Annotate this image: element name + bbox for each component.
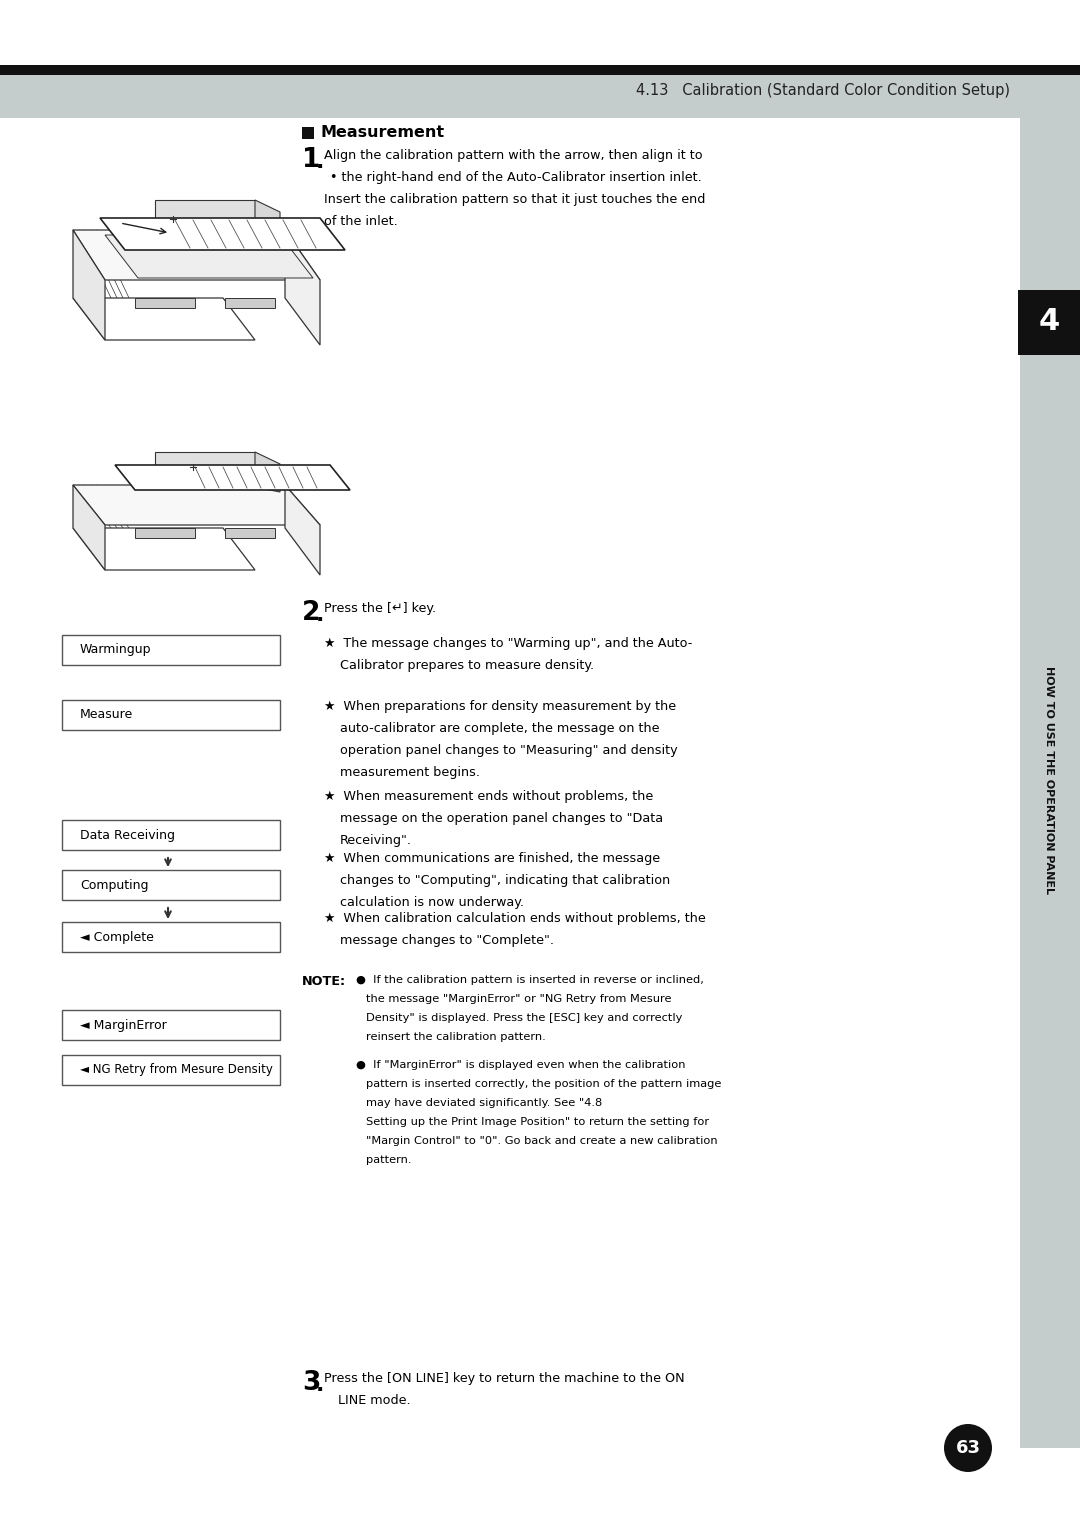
Polygon shape	[73, 484, 105, 570]
Text: .: .	[316, 605, 324, 625]
Text: Calibrator prepares to measure density.: Calibrator prepares to measure density.	[340, 659, 594, 672]
Text: ★  When preparations for density measurement by the: ★ When preparations for density measurem…	[324, 700, 676, 714]
Text: ◄ Complete: ◄ Complete	[80, 931, 153, 943]
Text: Press the [ON LINE] key to return the machine to the ON: Press the [ON LINE] key to return the ma…	[324, 1372, 685, 1384]
Polygon shape	[156, 200, 255, 235]
Text: ★  When calibration calculation ends without problems, the: ★ When calibration calculation ends with…	[324, 912, 705, 924]
Polygon shape	[285, 484, 320, 575]
Polygon shape	[73, 484, 320, 526]
Text: LINE mode.: LINE mode.	[338, 1394, 410, 1407]
Bar	[135, 529, 195, 538]
Text: ◄ NG Retry from Mesure Density: ◄ NG Retry from Mesure Density	[80, 1063, 273, 1077]
Polygon shape	[73, 529, 255, 570]
Bar	[62, 821, 280, 850]
Text: Data Receiving: Data Receiving	[80, 828, 175, 842]
Text: ●  If the calibration pattern is inserted in reverse or inclined,: ● If the calibration pattern is inserted…	[356, 975, 704, 986]
Text: operation panel changes to "Measuring" and density: operation panel changes to "Measuring" a…	[340, 744, 677, 756]
Text: 4.13   Calibration (Standard Color Condition Setup): 4.13 Calibration (Standard Color Conditi…	[636, 83, 1010, 98]
Bar	[1020, 118, 1080, 1449]
Polygon shape	[105, 235, 313, 278]
Bar	[62, 700, 280, 730]
Text: ◄ MarginError: ◄ MarginError	[80, 1019, 166, 1031]
Text: 1: 1	[302, 147, 321, 173]
Polygon shape	[285, 231, 320, 345]
Bar	[225, 529, 275, 538]
Text: may have deviated significantly. See "4.8: may have deviated significantly. See "4.…	[366, 1099, 603, 1108]
Polygon shape	[73, 231, 320, 280]
Polygon shape	[255, 200, 280, 240]
Bar	[0, 66, 1080, 75]
Bar	[62, 1010, 280, 1041]
Text: Receiving".: Receiving".	[340, 834, 411, 847]
Bar	[302, 127, 314, 139]
Text: "Margin Control" to "0". Go back and create a new calibration: "Margin Control" to "0". Go back and cre…	[366, 1135, 717, 1146]
Text: 2: 2	[302, 601, 321, 626]
Polygon shape	[100, 219, 345, 251]
Text: Warmingup: Warmingup	[80, 643, 151, 657]
Text: Measurement: Measurement	[320, 125, 444, 141]
Text: ★  When measurement ends without problems, the: ★ When measurement ends without problems…	[324, 790, 653, 804]
Text: Setting up the Print Image Position" to return the setting for: Setting up the Print Image Position" to …	[366, 1117, 710, 1128]
Text: of the inlet.: of the inlet.	[324, 215, 397, 228]
Text: ●  If "MarginError" is displayed even when the calibration: ● If "MarginError" is displayed even whe…	[356, 1060, 686, 1070]
Text: .: .	[316, 151, 324, 173]
Text: calculation is now underway.: calculation is now underway.	[340, 895, 524, 909]
Polygon shape	[73, 298, 255, 341]
Polygon shape	[156, 452, 255, 487]
Circle shape	[944, 1424, 993, 1471]
Text: ★  When communications are finished, the message: ★ When communications are finished, the …	[324, 853, 660, 865]
Bar	[225, 298, 275, 309]
Text: reinsert the calibration pattern.: reinsert the calibration pattern.	[366, 1031, 545, 1042]
Text: message on the operation panel changes to "Data: message on the operation panel changes t…	[340, 811, 663, 825]
Bar	[62, 869, 280, 900]
Bar	[0, 75, 1080, 118]
Text: Computing: Computing	[80, 879, 149, 891]
Text: changes to "Computing", indicating that calibration: changes to "Computing", indicating that …	[340, 874, 671, 886]
Polygon shape	[114, 465, 350, 490]
Text: 3: 3	[302, 1371, 321, 1397]
Text: Measure: Measure	[80, 709, 133, 721]
Text: Press the [↵] key.: Press the [↵] key.	[324, 602, 436, 614]
Text: NOTE:: NOTE:	[302, 975, 346, 989]
Text: • the right-hand end of the Auto-Calibrator insertion inlet.: • the right-hand end of the Auto-Calibra…	[330, 171, 702, 183]
Polygon shape	[73, 231, 105, 341]
Bar	[1018, 290, 1080, 354]
Bar	[62, 921, 280, 952]
Text: message changes to "Complete".: message changes to "Complete".	[340, 934, 554, 947]
Text: Align the calibration pattern with the arrow, then align it to: Align the calibration pattern with the a…	[324, 150, 703, 162]
Bar	[135, 298, 195, 309]
Text: Density" is displayed. Press the [ESC] key and correctly: Density" is displayed. Press the [ESC] k…	[366, 1013, 683, 1024]
Text: .: .	[316, 1375, 324, 1395]
Text: pattern is inserted correctly, the position of the pattern image: pattern is inserted correctly, the posit…	[366, 1079, 721, 1089]
Text: pattern.: pattern.	[366, 1155, 411, 1164]
Polygon shape	[255, 452, 280, 492]
Bar	[62, 636, 280, 665]
Bar	[62, 1054, 280, 1085]
Text: 4: 4	[1038, 307, 1059, 336]
Text: Insert the calibration pattern so that it just touches the end: Insert the calibration pattern so that i…	[324, 193, 705, 206]
Text: ★  The message changes to "Warming up", and the Auto-: ★ The message changes to "Warming up", a…	[324, 637, 692, 649]
Text: the message "MarginError" or "NG Retry from Mesure: the message "MarginError" or "NG Retry f…	[366, 995, 672, 1004]
Text: auto-calibrator are complete, the message on the: auto-calibrator are complete, the messag…	[340, 723, 660, 735]
Text: measurement begins.: measurement begins.	[340, 766, 480, 779]
Text: HOW TO USE THE OPERATION PANEL: HOW TO USE THE OPERATION PANEL	[1044, 666, 1054, 894]
Text: 63: 63	[956, 1439, 981, 1458]
